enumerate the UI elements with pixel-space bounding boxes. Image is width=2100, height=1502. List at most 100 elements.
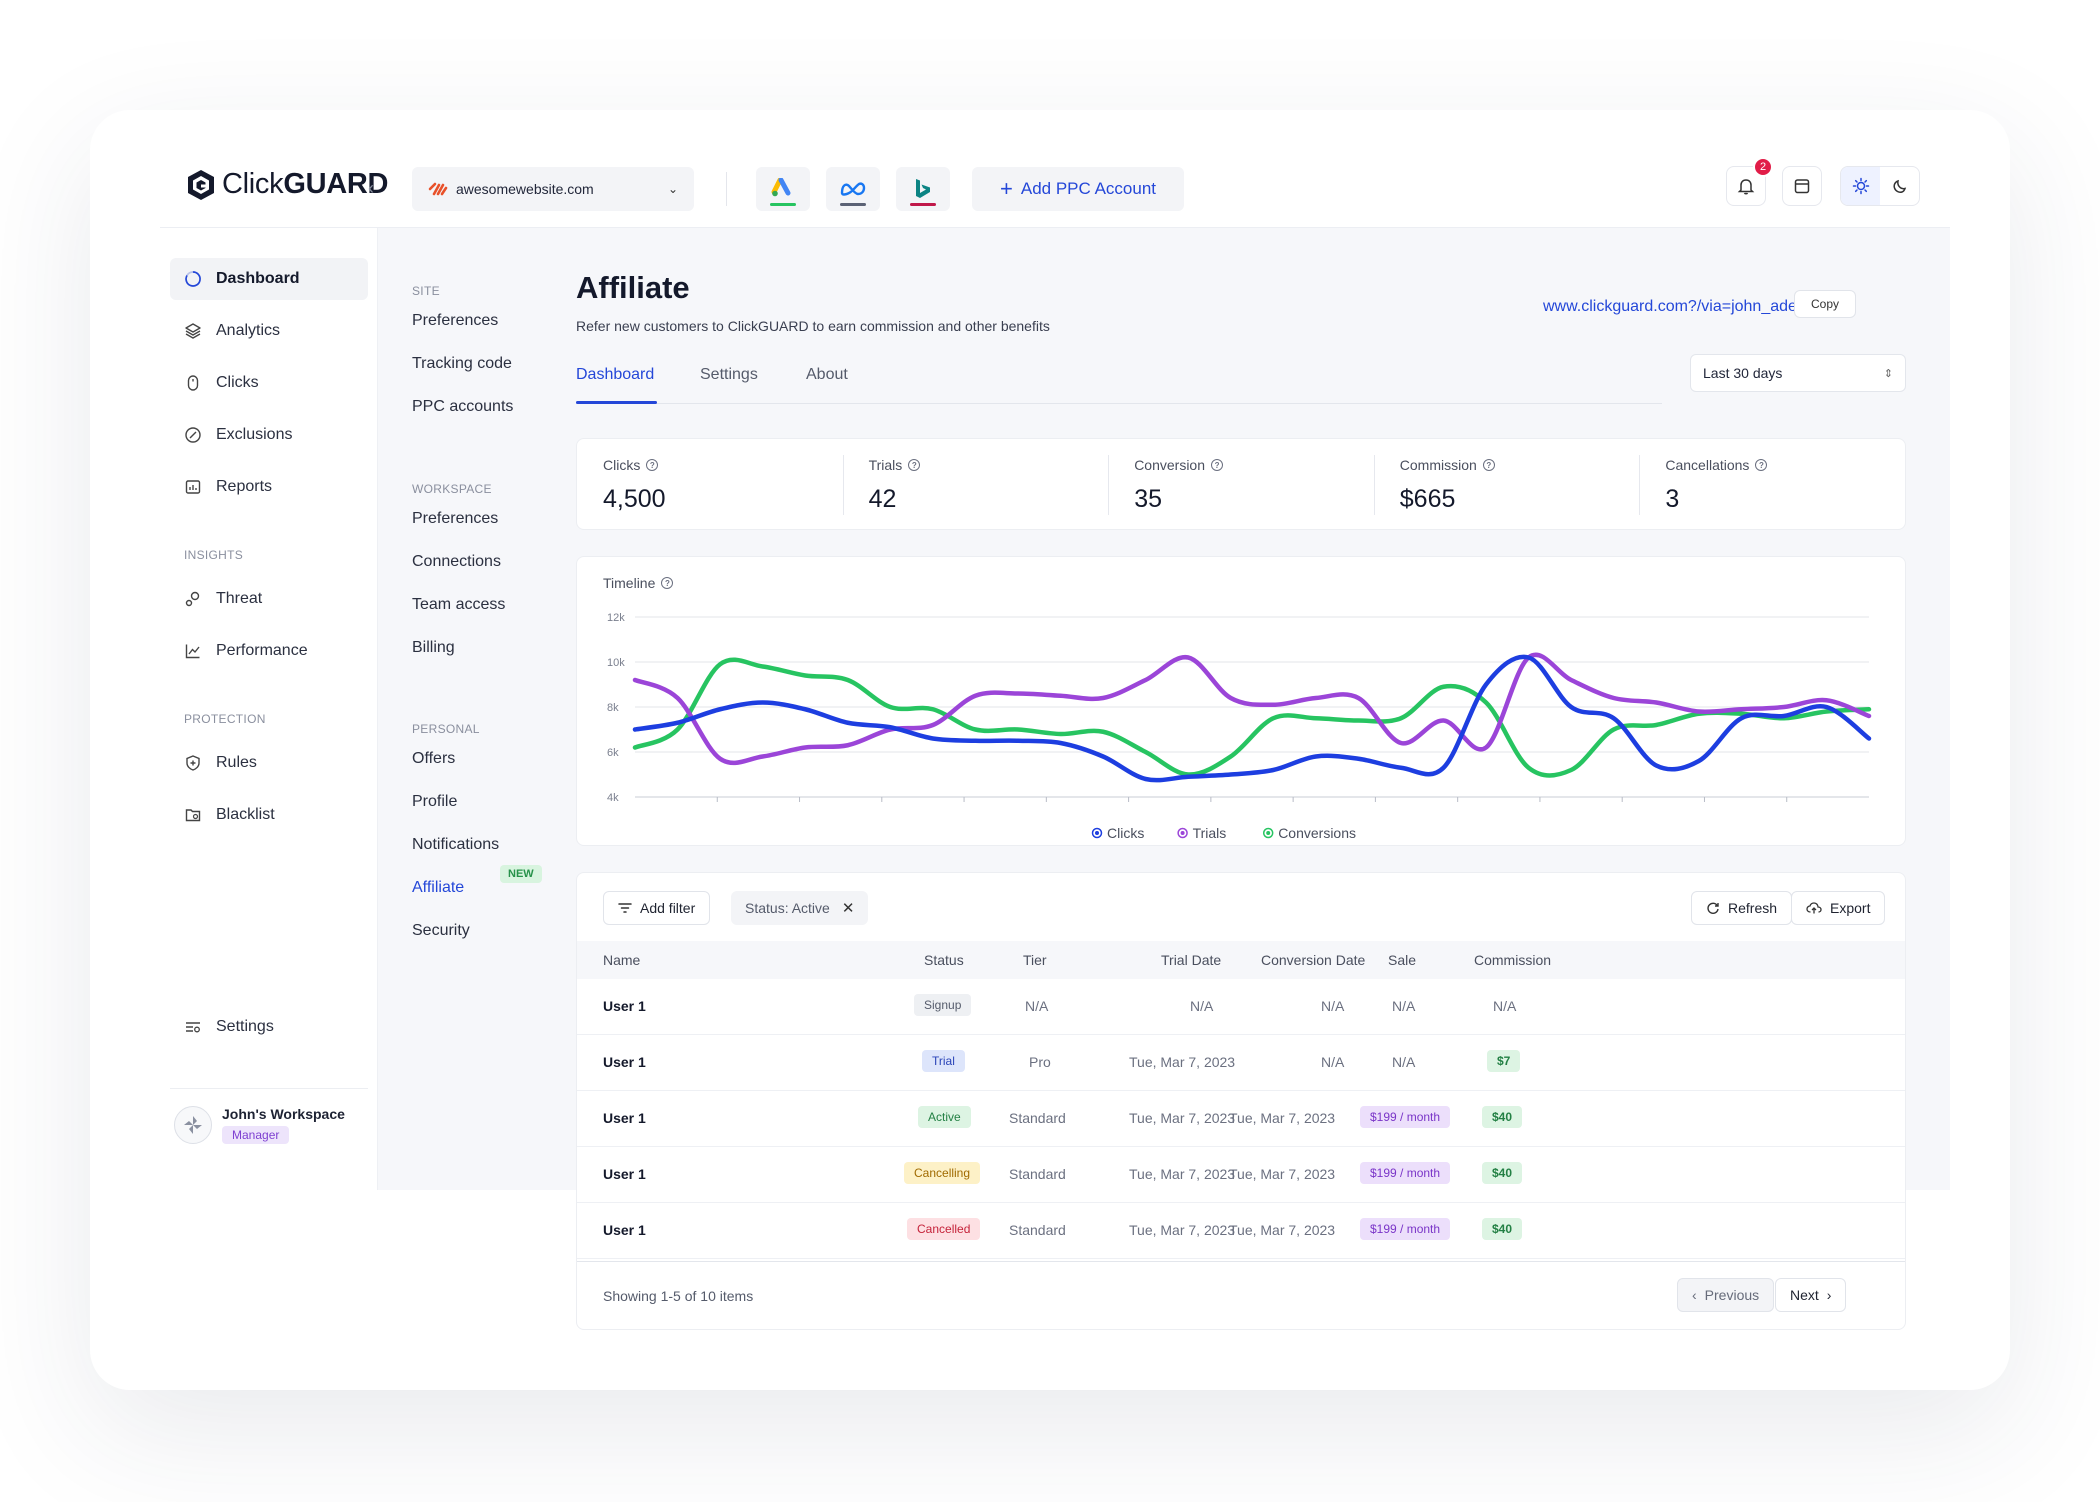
previous-page-button[interactable]: ‹ Previous <box>1677 1278 1775 1312</box>
clickguard-logo[interactable]: ClickGUARD <box>186 168 388 201</box>
subnav-item-profile[interactable]: Profile <box>412 793 458 810</box>
subnav-item-notifications[interactable]: Notifications <box>412 836 500 853</box>
sidebar-item-analytics[interactable]: Analytics <box>170 310 368 352</box>
light-mode-button[interactable] <box>1841 167 1880 205</box>
add-filter-button[interactable]: Add filter <box>603 891 711 925</box>
subnav-item-site-preferences[interactable]: Preferences <box>412 312 499 329</box>
cell-conversion-date: Tue, Mar 7, 2023 <box>1229 1166 1336 1182</box>
moon-icon <box>1892 179 1906 193</box>
cell-conversion-date: N/A <box>1321 1054 1345 1070</box>
refresh-icon <box>1707 902 1719 914</box>
collapse-sidebar-button[interactable]: ‹ <box>368 178 374 198</box>
tab-settings[interactable]: Settings <box>700 366 758 383</box>
cell-sale: N/A <box>1392 1054 1416 1070</box>
table-row[interactable]: User 1 Cancelled Standard Tue, Mar 7, 20… <box>577 1203 1905 1259</box>
connected-indicator <box>840 203 866 206</box>
column-header-tier[interactable]: Tier <box>1023 952 1047 968</box>
stat-value: 35 <box>1134 485 1162 513</box>
sidebar-section-insights: INSIGHTS <box>184 548 244 562</box>
subnav-item-affiliate[interactable]: Affiliate NEW <box>412 865 542 897</box>
google-ads-button[interactable] <box>756 167 810 211</box>
y-tick-label: 12k <box>607 612 625 624</box>
help-icon[interactable]: ? <box>908 459 921 471</box>
settings-icon <box>186 1022 200 1033</box>
notification-count-badge: 2 <box>1753 157 1773 177</box>
stat-label: Cancellations <box>1665 457 1750 473</box>
tab-dashboard[interactable]: Dashboard <box>576 366 655 383</box>
sidebar-item-performance[interactable]: Performance <box>170 630 368 672</box>
status-filter-chip[interactable]: Status: Active ✕ <box>731 891 869 925</box>
y-tick-label: 10k <box>607 657 625 669</box>
meta-icon <box>840 182 866 196</box>
column-header-commission[interactable]: Commission <box>1474 952 1552 968</box>
next-page-button[interactable]: Next › <box>1775 1278 1847 1312</box>
dark-mode-button[interactable] <box>1880 167 1919 205</box>
copy-link-button[interactable]: Copy <box>1794 290 1856 318</box>
column-header-status[interactable]: Status <box>924 952 964 968</box>
workspace-name: John's Workspace <box>222 1106 345 1122</box>
date-range-select[interactable]: Last 30 days ⇕ <box>1690 354 1906 392</box>
subnav-item-workspace-preferences[interactable]: Preferences <box>412 510 499 527</box>
help-icon[interactable]: ? <box>1755 459 1768 471</box>
sidebar-item-dashboard[interactable]: Dashboard <box>170 258 368 300</box>
sidebar-item-settings[interactable]: Settings <box>170 1006 368 1048</box>
sidebar-item-reports[interactable]: Reports <box>170 466 368 508</box>
workspace-switcher[interactable]: John's Workspace Manager <box>174 1106 345 1144</box>
tab-about[interactable]: About <box>806 366 848 383</box>
column-header-trial-date[interactable]: Trial Date <box>1161 952 1222 968</box>
threat-icon <box>185 591 200 607</box>
site-selector[interactable]: awesomewebsite.com ⌄ <box>412 167 694 211</box>
column-header-conversion-date[interactable]: Conversion Date <box>1261 952 1366 968</box>
bell-icon <box>1737 179 1755 195</box>
close-icon[interactable]: ✕ <box>841 900 855 917</box>
legend-label-clicks: Clicks <box>1107 825 1144 841</box>
archive-button[interactable] <box>1782 166 1822 206</box>
app-window: ClickGUARD ‹ awesomewebsite.com ⌄ <box>160 150 1950 1330</box>
sidebar-item-exclusions[interactable]: Exclusions <box>170 414 368 456</box>
subnav-item-billing[interactable]: Billing <box>412 639 455 656</box>
affiliate-tabs: Dashboard Settings About <box>576 366 1662 404</box>
sidebar-item-rules[interactable]: Rules <box>170 742 368 784</box>
subnav-item-ppc-accounts[interactable]: PPC accounts <box>412 398 514 415</box>
chevron-right-icon: › <box>1826 1287 1832 1303</box>
bing-ads-button[interactable] <box>896 167 950 211</box>
table-row[interactable]: User 1 Cancelling Standard Tue, Mar 7, 2… <box>577 1147 1905 1203</box>
subnav-item-team-access[interactable]: Team access <box>412 596 506 613</box>
table-row[interactable]: User 1 Signup N/A N/A N/A N/A N/A <box>577 979 1905 1035</box>
stat-trials: Trials? 42 <box>842 439 1109 529</box>
stat-label: Trials <box>868 457 903 473</box>
help-icon[interactable]: ? <box>661 577 674 589</box>
help-icon[interactable]: ? <box>1482 459 1495 471</box>
report-icon <box>185 480 201 494</box>
sale-badge: $199 / month <box>1360 1106 1451 1128</box>
divider <box>726 172 727 206</box>
table-row[interactable]: User 1 Trial Pro Tue, Mar 7, 2023 N/A N/… <box>577 1035 1905 1091</box>
help-icon[interactable]: ? <box>646 459 659 471</box>
sidebar-item-threat[interactable]: Threat <box>170 578 368 620</box>
subnav-item-tracking-code[interactable]: Tracking code <box>412 355 512 372</box>
series-line-clicks <box>632 654 1872 783</box>
subnav-item-connections[interactable]: Connections <box>412 553 501 570</box>
export-button[interactable]: Export <box>1791 891 1886 925</box>
refresh-button[interactable]: Refresh <box>1691 891 1793 925</box>
sidebar-item-label: Clicks <box>216 374 259 391</box>
subnav-item-label: Affiliate <box>412 879 465 896</box>
sidebar-item-label: Reports <box>216 478 273 495</box>
referral-link[interactable]: www.clickguard.com?/via=john_adem <box>1543 298 1811 315</box>
timeline-title: Timeline <box>603 575 656 591</box>
add-ppc-account-button[interactable]: + Add PPC Account <box>972 167 1184 211</box>
sale-badge: $199 / month <box>1360 1218 1451 1240</box>
commission-badge: $40 <box>1482 1162 1523 1184</box>
subnav-item-offers[interactable]: Offers <box>412 750 456 767</box>
status-badge: Signup <box>914 994 972 1016</box>
help-icon[interactable]: ? <box>1211 459 1224 471</box>
subnav-item-security[interactable]: Security <box>412 922 470 939</box>
sidebar-item-blacklist[interactable]: Blacklist <box>170 794 368 836</box>
column-header-name[interactable]: Name <box>603 952 641 968</box>
notifications-button[interactable]: 2 <box>1726 157 1773 206</box>
stat-value: $665 <box>1399 485 1456 513</box>
column-header-sale[interactable]: Sale <box>1388 952 1417 968</box>
sidebar-item-clicks[interactable]: Clicks <box>170 362 368 404</box>
table-row[interactable]: User 1 Active Standard Tue, Mar 7, 2023 … <box>577 1091 1905 1147</box>
meta-ads-button[interactable] <box>826 167 880 211</box>
